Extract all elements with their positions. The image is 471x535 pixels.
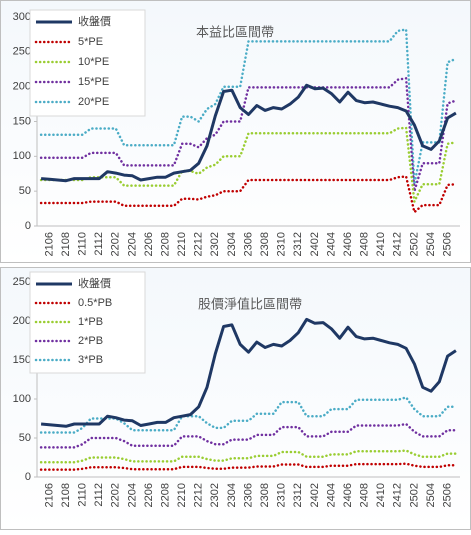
- y-tick-label: 0: [25, 471, 31, 483]
- x-tick-label: 2406: [342, 483, 354, 507]
- legend-box: [29, 9, 146, 117]
- series-line: [39, 422, 458, 449]
- legend-label: 收盤價: [78, 276, 111, 290]
- series-line: [39, 126, 458, 203]
- legend-label: 3*PB: [78, 354, 103, 366]
- x-tick-label: 2308: [259, 232, 271, 256]
- x-tick-label: 2208: [159, 232, 171, 256]
- legend-label: 收盤價: [78, 14, 111, 28]
- x-tick-label: 2202: [110, 483, 122, 507]
- x-tick-label: 2108: [60, 483, 72, 507]
- x-tick-label: 2302: [209, 232, 221, 256]
- x-tick-label: 2506: [441, 232, 453, 256]
- x-tick-label: 2308: [259, 483, 271, 507]
- y-tick-label: 0: [25, 220, 31, 232]
- x-tick-label: 2504: [425, 232, 437, 256]
- legend-label: 1*PB: [78, 316, 103, 328]
- legend-label: 2*PB: [78, 335, 103, 347]
- x-tick-label: 2112: [93, 483, 105, 507]
- x-tick-label: 2210: [176, 232, 188, 256]
- series-line: [39, 396, 458, 434]
- x-tick-label: 2204: [126, 232, 138, 256]
- x-tick-label: 2412: [392, 483, 404, 507]
- x-tick-label: 2112: [93, 232, 105, 256]
- y-tick-label: 250: [13, 46, 31, 58]
- y-tick-label: 100: [13, 393, 31, 405]
- x-tick-label: 2302: [209, 483, 221, 507]
- x-tick-label: 2208: [159, 483, 171, 507]
- x-tick-label: 2108: [60, 232, 72, 256]
- x-tick-label: 2404: [325, 232, 337, 256]
- x-tick-label: 2212: [193, 232, 205, 256]
- x-tick-label: 2206: [143, 483, 155, 507]
- y-tick-label: 100: [13, 150, 31, 162]
- x-tick-label: 2202: [110, 232, 122, 256]
- x-tick-label: 2412: [392, 232, 404, 256]
- y-tick-label: 250: [13, 276, 31, 288]
- series-line: [39, 28, 458, 186]
- x-tick-label: 2406: [342, 232, 354, 256]
- x-tick-label: 2502: [408, 232, 420, 256]
- x-tick-label: 2310: [276, 232, 288, 256]
- x-tick-label: 2312: [292, 483, 304, 507]
- x-tick-label: 2212: [193, 483, 205, 507]
- x-tick-label: 2204: [126, 483, 138, 507]
- series-line: [39, 175, 458, 214]
- series-line: [39, 462, 458, 471]
- x-tick-label: 2210: [176, 483, 188, 507]
- x-tick-label: 2110: [77, 232, 89, 256]
- y-tick-label: 150: [13, 115, 31, 127]
- x-tick-label: 2410: [375, 483, 387, 507]
- x-tick-label: 2402: [309, 232, 321, 256]
- x-tick-label: 2304: [226, 232, 238, 256]
- x-tick-label: 2408: [359, 232, 371, 256]
- y-tick-label: 150: [13, 354, 31, 366]
- series-line: [39, 449, 458, 464]
- x-tick-label: 2304: [226, 483, 238, 507]
- legend-label: 5*PE: [78, 36, 103, 48]
- y-tick-label: 50: [19, 185, 31, 197]
- x-tick-label: 2312: [292, 232, 304, 256]
- x-tick-label: 2408: [359, 483, 371, 507]
- series-line: [39, 77, 458, 193]
- x-tick-label: 2206: [143, 232, 155, 256]
- y-tick-label: 50: [19, 432, 31, 444]
- legend-label: 0.5*PB: [78, 297, 112, 309]
- x-tick-label: 2410: [375, 232, 387, 256]
- y-tick-label: 300: [13, 11, 31, 23]
- legend-label: 10*PE: [78, 56, 109, 68]
- x-tick-label: 2502: [408, 483, 420, 507]
- y-tick-label: 200: [13, 315, 31, 327]
- x-tick-label: 2310: [276, 483, 288, 507]
- x-tick-label: 2404: [325, 483, 337, 507]
- x-tick-label: 2106: [43, 232, 55, 256]
- chart-title: 股價淨值比區間帶: [198, 296, 302, 311]
- legend-label: 20*PE: [78, 96, 109, 108]
- series-line: [40, 83, 457, 183]
- y-tick-label: 200: [13, 81, 31, 93]
- x-tick-label: 2506: [441, 483, 453, 507]
- x-tick-label: 2110: [77, 483, 89, 507]
- x-tick-label: 2306: [242, 483, 254, 507]
- x-tick-label: 2504: [425, 483, 437, 507]
- x-tick-label: 2306: [242, 232, 254, 256]
- series-line: [40, 317, 457, 428]
- x-tick-label: 2106: [43, 483, 55, 507]
- x-tick-label: 2402: [309, 483, 321, 507]
- legend-label: 15*PE: [78, 76, 109, 88]
- chart-title: 本益比區間帶: [196, 24, 274, 39]
